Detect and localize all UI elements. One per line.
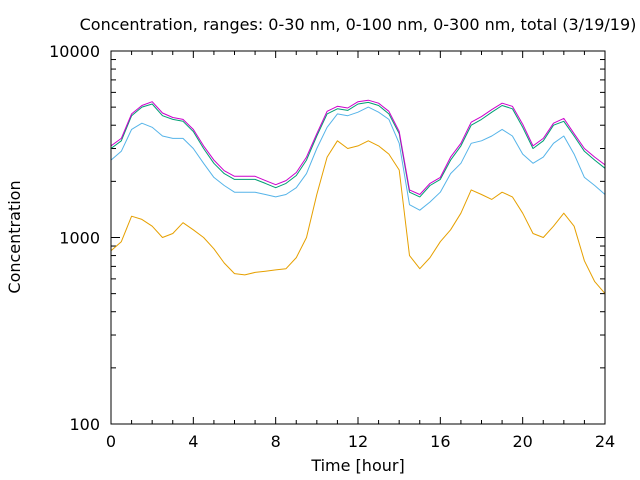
x-tick-label: 16 (430, 432, 450, 451)
series-lines (110, 99, 606, 294)
x-tick-label: 0 (106, 432, 116, 451)
tick-marks (110, 50, 606, 425)
plot-frame (110, 50, 606, 425)
x-axis-label: Time [hour] (310, 456, 404, 475)
series-line-4 (110, 99, 606, 195)
y-tick-label: 10000 (49, 42, 100, 61)
x-tick-labels: 0 4 8 12 16 20 24 (106, 432, 615, 451)
x-tick-label: 24 (595, 432, 615, 451)
y-axis-label: Concentration (5, 180, 24, 293)
series-line-3 (110, 101, 606, 198)
y-tick-label: 1000 (59, 229, 100, 248)
series-line-2 (110, 106, 606, 211)
x-tick-label: 4 (188, 432, 198, 451)
y-tick-labels: 100 1000 10000 (49, 42, 100, 434)
y-tick-label: 100 (69, 415, 100, 434)
x-tick-label: 20 (512, 432, 532, 451)
x-tick-label: 8 (271, 432, 281, 451)
chart-title: Concentration, ranges: 0-30 nm, 0-100 nm… (80, 15, 637, 34)
series-line-1 (110, 140, 606, 294)
x-tick-label: 12 (348, 432, 368, 451)
